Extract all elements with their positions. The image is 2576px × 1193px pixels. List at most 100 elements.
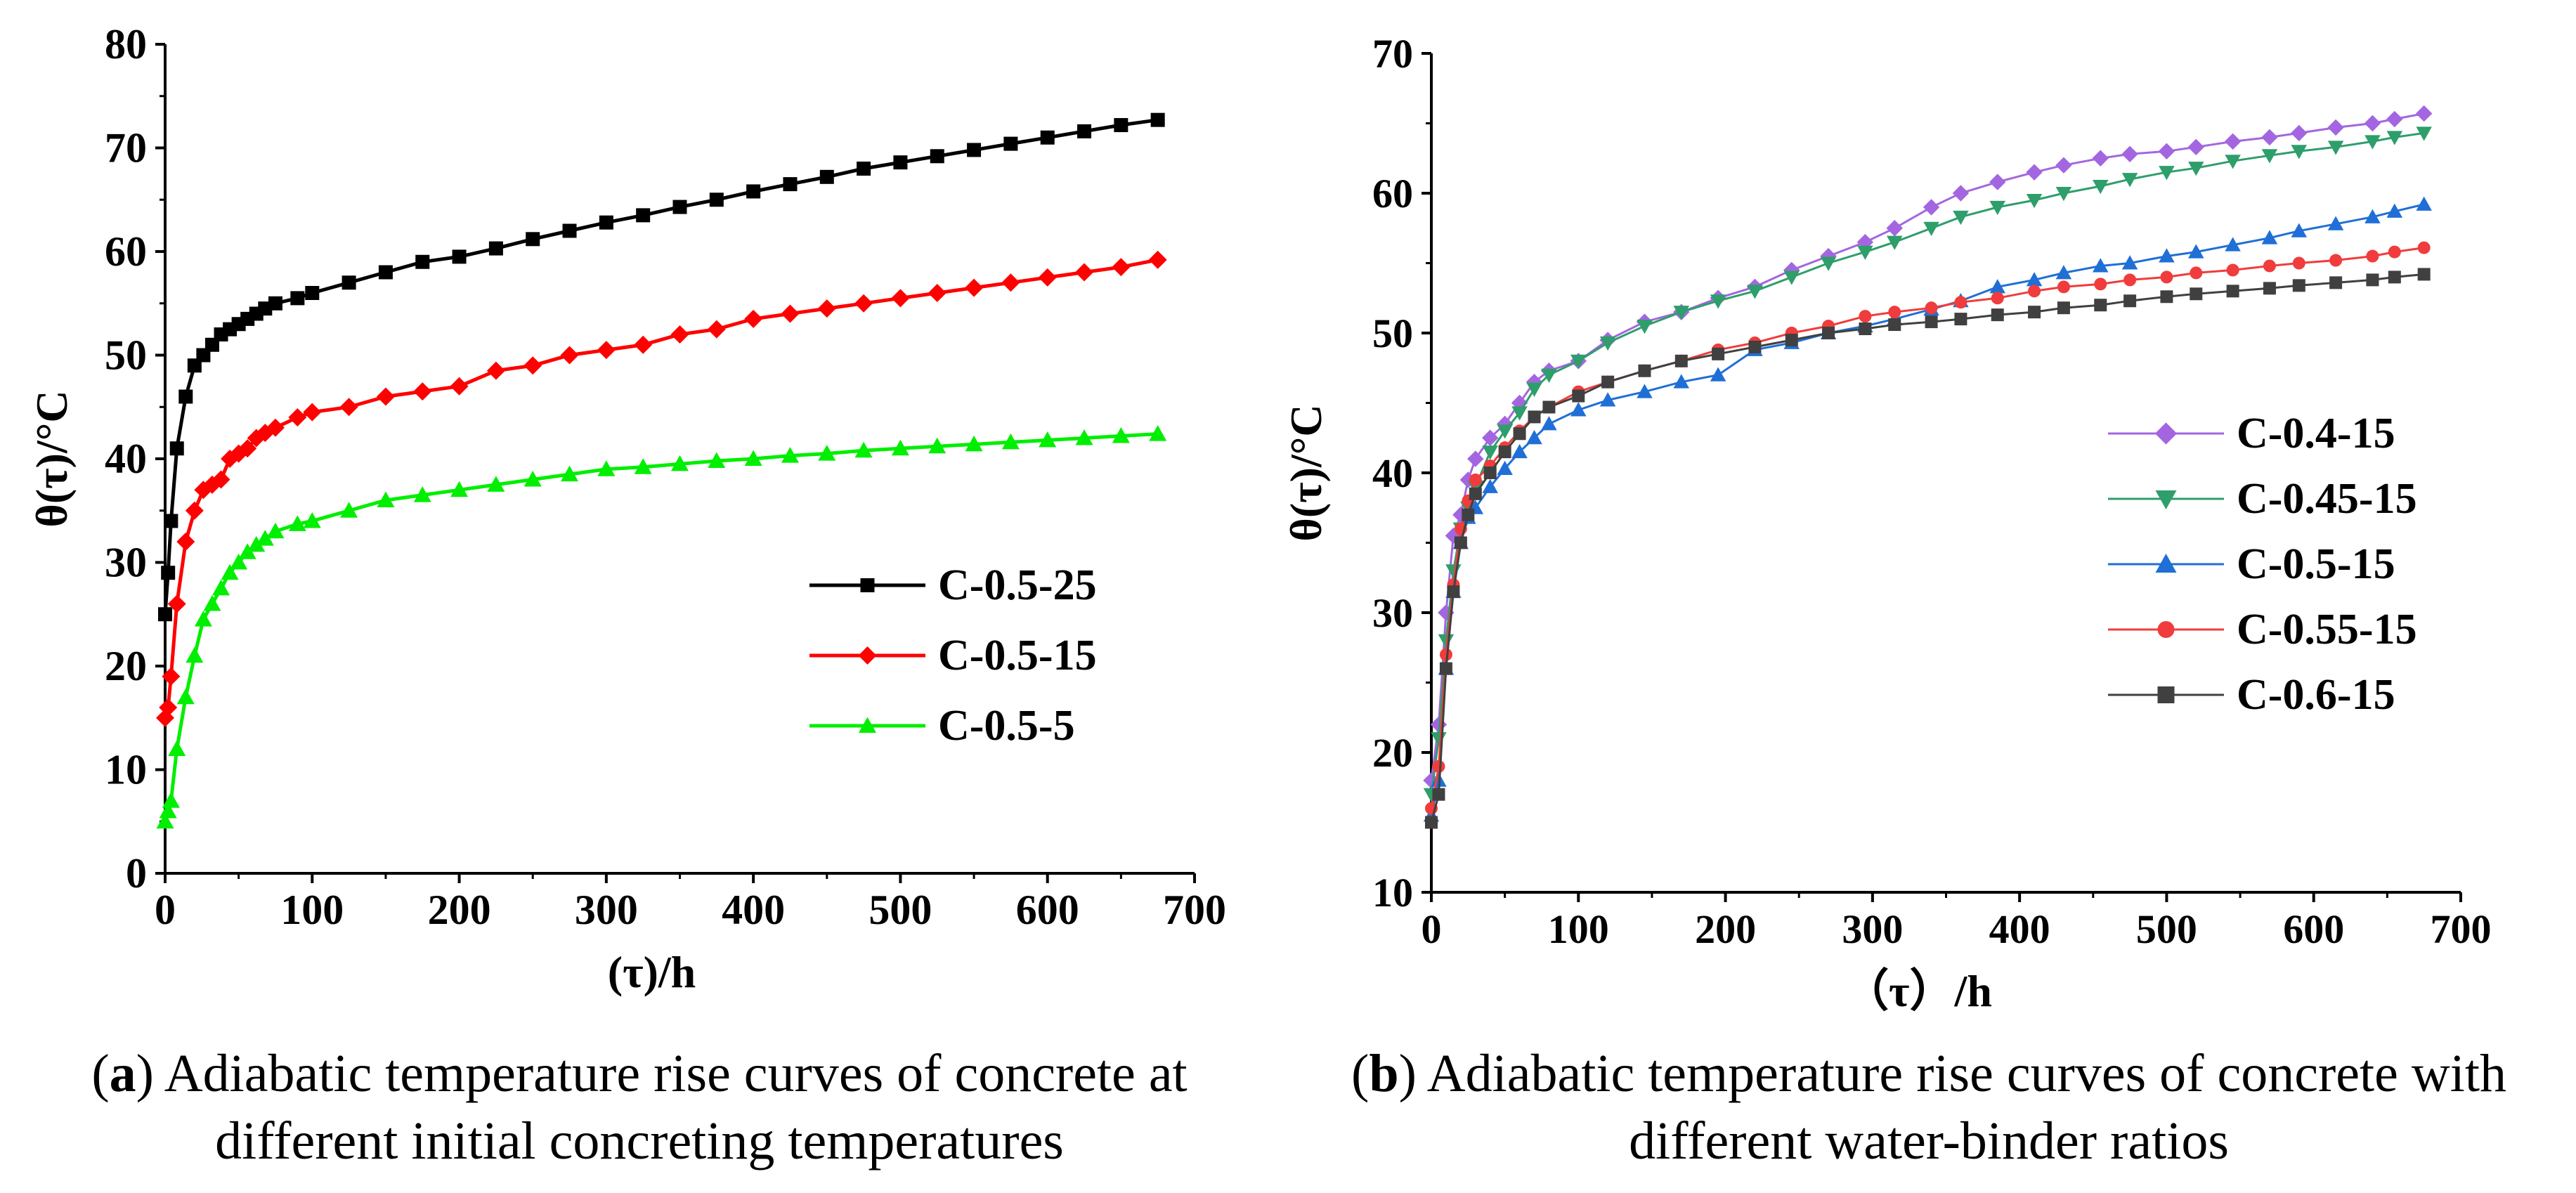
data-point: [1541, 416, 1557, 431]
data-point: [1432, 788, 1445, 801]
data-point: [893, 155, 908, 170]
data-point: [1112, 258, 1131, 277]
chart-panel-b: 0 100 200 300 400 500 600 700 10 20 30 40 50 60 70 （τ）/…: [1281, 31, 2492, 1016]
data-point: [487, 476, 505, 492]
data-point: [159, 802, 177, 819]
data-point: [1447, 585, 1460, 599]
data-point: [965, 435, 983, 452]
data-point: [2292, 279, 2305, 292]
y-tick-label: 40: [105, 436, 147, 482]
data-point: [1989, 279, 2005, 294]
data-point: [2416, 126, 2432, 141]
data-point: [1431, 732, 1447, 747]
data-point: [1112, 427, 1130, 443]
caption-b-label: b: [1369, 1044, 1399, 1103]
data-point: [1785, 333, 1798, 346]
data-point: [247, 535, 266, 552]
x-tick-label: 500: [869, 887, 932, 933]
legend-item: C-0.5-25: [809, 561, 1097, 609]
data-point: [413, 486, 431, 502]
data-point: [340, 502, 358, 518]
data-point: [707, 320, 726, 339]
data-point: [2160, 270, 2173, 284]
caption-b-text1: Adiabatic temperature rise curves of con…: [1426, 1044, 2506, 1103]
y-tick-label: 0: [126, 850, 147, 897]
y-tick-label: 40: [1372, 450, 1413, 496]
data-point: [158, 607, 172, 622]
data-point: [2291, 223, 2308, 237]
data-point: [1954, 296, 1967, 309]
data-point: [212, 470, 230, 489]
data-point: [1469, 487, 1482, 500]
data-point: [1003, 136, 1018, 151]
data-point: [221, 563, 239, 580]
data-point: [266, 418, 285, 437]
data-point: [2329, 254, 2343, 267]
data-point: [1150, 112, 1165, 127]
legend-item: C-0.5-15: [2108, 540, 2395, 588]
legend-label: C-0.6-15: [2237, 671, 2395, 719]
y-tick-label: 80: [105, 21, 147, 67]
data-point: [2188, 244, 2204, 259]
y-tick-label: 70: [1372, 31, 1413, 77]
data-point: [2057, 280, 2070, 294]
data-point: [1887, 235, 1903, 250]
data-point: [928, 284, 947, 302]
legend-label: C-0.5-25: [938, 561, 1097, 609]
x-tick-label: 300: [575, 887, 638, 933]
y-tick-label: 70: [105, 125, 147, 171]
caption-a-text1: Adiabatic temperature rise curves of con…: [164, 1044, 1188, 1103]
legend-label: C-0.45-15: [2237, 475, 2417, 523]
data-point: [156, 812, 174, 829]
data-point: [523, 471, 542, 487]
data-point: [1038, 268, 1057, 287]
data-point: [1511, 443, 1528, 459]
data-point: [599, 215, 613, 230]
y-tick-label: 50: [105, 332, 147, 379]
data-point: [268, 296, 282, 311]
data-point: [1888, 306, 1901, 319]
data-point: [238, 543, 256, 559]
data-point: [1952, 185, 1970, 202]
data-point: [2366, 273, 2379, 287]
data-point: [1710, 294, 1726, 309]
caption-a-line1: (a) Adiabatic temperature rise curves of…: [91, 1044, 1188, 1103]
data-point: [2057, 301, 2070, 315]
data-point: [266, 522, 285, 539]
data-point: [2055, 187, 2072, 202]
data-point: [413, 382, 432, 401]
y-tick-label: 50: [1372, 311, 1413, 356]
data-point: [2159, 248, 2175, 263]
y-tick-label: 30: [105, 540, 147, 586]
data-point: [526, 232, 540, 247]
data-point: [1445, 564, 1462, 579]
data-point: [2226, 285, 2239, 298]
x-tick-label: 100: [280, 887, 344, 933]
data-point: [2190, 287, 2203, 301]
data-point: [634, 335, 653, 354]
data-point: [1673, 374, 1690, 389]
data-point: [486, 361, 505, 380]
data-point: [2094, 299, 2107, 312]
data-point: [2224, 133, 2242, 150]
data-point: [341, 275, 356, 290]
data-point: [1638, 364, 1651, 377]
data-point: [1040, 130, 1055, 145]
data-point: [168, 740, 186, 756]
data-point: [2386, 110, 2403, 128]
data-point: [185, 501, 204, 520]
data-point: [2415, 105, 2433, 122]
data-point: [2292, 256, 2305, 270]
data-point: [2121, 255, 2138, 270]
data-point: [1783, 261, 1800, 279]
data-point: [450, 377, 469, 396]
data-point: [2388, 245, 2401, 259]
data-point: [2159, 166, 2175, 181]
data-point: [1542, 400, 1556, 414]
data-point: [1439, 662, 1452, 675]
data-point: [818, 445, 836, 461]
data-point: [288, 515, 306, 531]
data-point: [2055, 157, 2072, 174]
data-point: [746, 184, 761, 199]
